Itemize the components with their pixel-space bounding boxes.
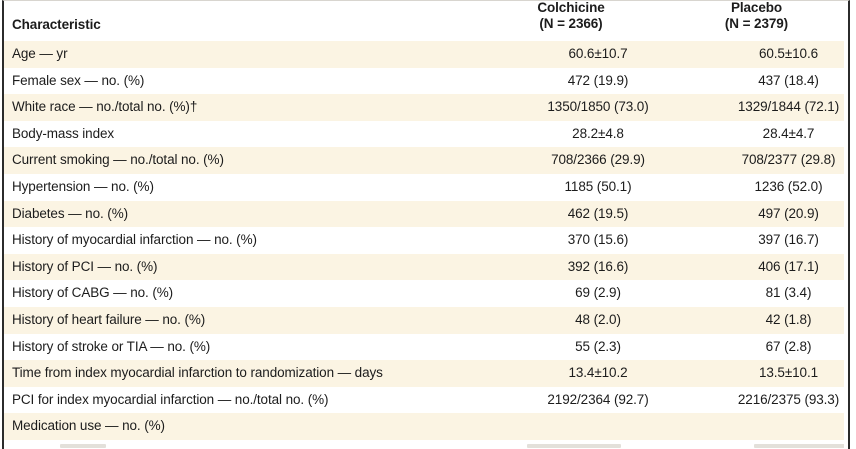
placebo-cell: 67 (2.8) — [765, 338, 812, 354]
placebo-cell: 497 (20.9) — [758, 205, 819, 221]
table-row: Age — yr 60.6±10.7 60.5±10.6 — [4, 41, 844, 68]
clipped-text-remnant — [754, 443, 844, 448]
table-row: Diabetes — no. (%) 462 (19.5) 497 (20.9) — [4, 200, 844, 228]
placebo-cell: 28.4±4.7 — [762, 125, 815, 141]
characteristic-cell: Hypertension — no. (%) — [12, 178, 154, 194]
placebo-cell: 437 (18.4) — [758, 72, 819, 88]
colchicine-header-n: (N = 2366) — [539, 16, 603, 31]
colchicine-cell: 472 (19.9) — [567, 72, 629, 88]
characteristic-cell: Medication use — no. (%) — [12, 418, 165, 434]
colchicine-cell: 708/2366 (29.9) — [551, 152, 645, 168]
placebo-cell: 81 (3.4) — [765, 285, 812, 301]
table-row: History of heart failure — no. (%) 48 (2.… — [4, 306, 844, 334]
placebo-cell: 2216/2375 (93.3) — [737, 391, 840, 407]
characteristic-header-label: Characteristic — [12, 17, 101, 32]
colchicine-cell: 1185 (50.1) — [564, 178, 632, 194]
table-row: Medication use — no. (%) — [4, 413, 844, 440]
placebo-header-group: Placebo (N = 2379) — [725, 1, 788, 32]
colchicine-cell: 48 (2.0) — [575, 311, 621, 327]
placebo-cell: 60.5±10.6 — [758, 46, 819, 61]
colchicine-header-cell: Colchicine (N = 2366) — [463, 1, 733, 41]
table-row: PCI for index myocardial infarction — no… — [4, 386, 844, 414]
colchicine-cell: 2192/2364 (92.7) — [547, 391, 649, 407]
placebo-header-label: Placebo — [730, 1, 783, 15]
colchicine-cell — [463, 413, 733, 440]
table-body: Age — yr 60.6±10.7 60.5±10.6 Female sex — n… — [4, 41, 848, 440]
characteristic-cell: History of myocardial infarction — no. (… — [12, 232, 257, 248]
table-row: Female sex — no. (%) 472 (19.9) 437 (18.4) — [4, 67, 844, 95]
table-row: Body-mass index 28.2±4.8 28.4±4.7 — [4, 120, 844, 148]
placebo-cell: 397 (16.7) — [758, 232, 819, 248]
colchicine-cell: 28.2±4.8 — [572, 125, 624, 141]
placebo-cell: 1236 (52.0) — [754, 178, 823, 194]
placebo-header-cell: Placebo (N = 2379) — [725, 1, 844, 41]
colchicine-cell: 392 (16.6) — [567, 258, 629, 274]
colchicine-cell: 60.6±10.7 — [568, 46, 628, 61]
characteristic-cell: Current smoking — no./total no. (%) — [12, 152, 224, 168]
colchicine-cell: 55 (2.3) — [575, 338, 621, 354]
characteristic-cell: History of heart failure — no. (%) — [12, 311, 206, 327]
colchicine-header-group: Colchicine (N = 2366) — [537, 1, 604, 32]
table-row: History of stroke or TIA — no. (%) 55 (2.… — [4, 333, 844, 361]
characteristic-cell: History of stroke or TIA — no. (%) — [12, 338, 211, 354]
table-row: Hypertension — no. (%) 1185 (50.1) 1236 (5… — [4, 173, 844, 201]
table-header: Characteristic Colchicine (N = 2366) Pla… — [4, 1, 848, 41]
placebo-cell: 1329/1844 (72.1) — [737, 99, 840, 115]
characteristic-cell: Diabetes — no. (%) — [12, 205, 128, 221]
placebo-cell: 13.5±10.1 — [758, 365, 819, 381]
characteristic-cell: History of PCI — no. (%) — [12, 258, 158, 274]
placebo-header-n: (N = 2379) — [724, 16, 789, 31]
placebo-cell — [733, 413, 844, 440]
characteristic-cell: Age — yr — [12, 46, 68, 61]
clipped-partial-row — [4, 439, 844, 449]
placebo-cell: 708/2377 (29.8) — [741, 152, 836, 168]
table-row: History of myocardial infarction — no. (… — [4, 227, 844, 254]
table-row: Current smoking — no./total no. (%) 708/2… — [4, 147, 844, 174]
placebo-cell: 42 (1.8) — [765, 311, 812, 327]
colchicine-header-label: Colchicine — [537, 1, 605, 15]
table-row: History of PCI — no. (%) 392 (16.6) 406 (1… — [4, 253, 844, 281]
clipped-text-remnant — [60, 443, 106, 448]
characteristic-cell: White race — no./total no. (%)† — [12, 99, 198, 115]
colchicine-cell: 13.4±10.2 — [568, 365, 628, 381]
table-row: History of CABG — no. (%) 69 (2.9) 81 (3.4… — [4, 280, 844, 307]
colchicine-cell: 370 (15.6) — [567, 232, 629, 248]
colchicine-cell: 1350/1850 (73.0) — [547, 99, 649, 115]
table-row: Time from index myocardial infarction to… — [4, 360, 844, 387]
colchicine-cell: 69 (2.9) — [575, 285, 621, 301]
characteristic-cell: PCI for index myocardial infarction — no… — [12, 391, 329, 407]
characteristic-header-cell: Characteristic — [4, 1, 463, 41]
clipped-text-remnant — [527, 443, 621, 448]
characteristic-cell: History of CABG — no. (%) — [12, 285, 174, 301]
characteristic-cell: Time from index myocardial infarction to… — [12, 365, 383, 381]
table-row: White race — no./total no. (%)† 1350/1850… — [4, 94, 844, 121]
characteristic-cell: Female sex — no. (%) — [12, 72, 145, 88]
colchicine-cell: 462 (19.5) — [567, 205, 629, 221]
characteristic-cell: Body-mass index — [12, 125, 115, 141]
placebo-cell: 406 (17.1) — [758, 258, 819, 274]
